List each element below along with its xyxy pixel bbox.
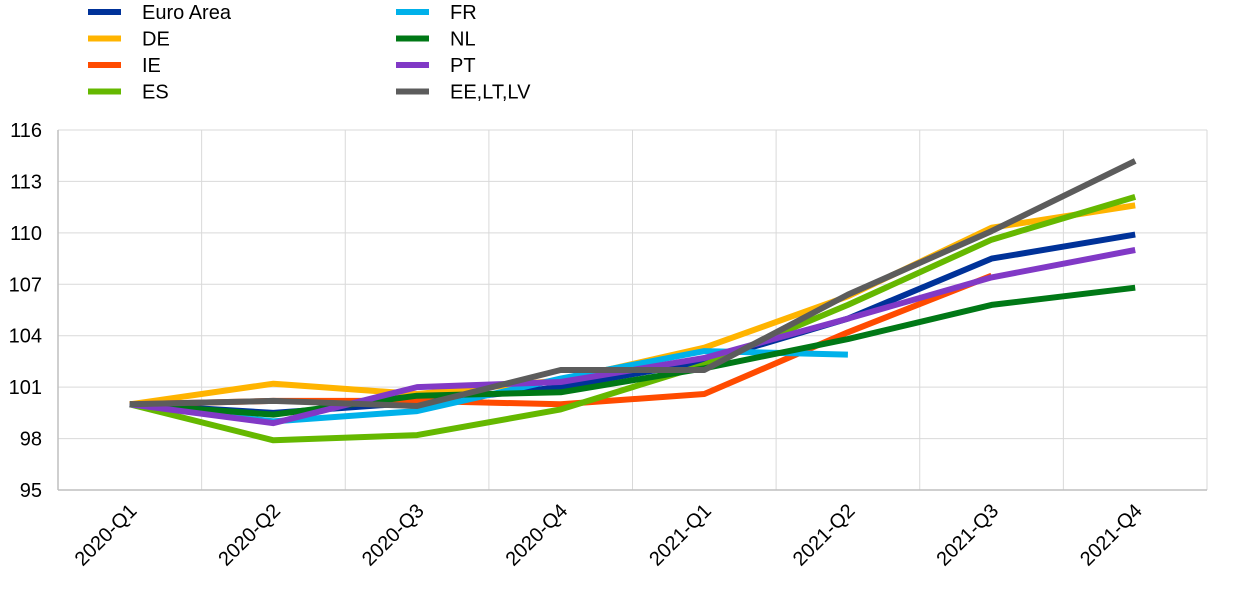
legend-label: PT <box>450 55 476 77</box>
x-tick-label: 2021-Q4 <box>1076 500 1147 571</box>
legend-item-pt: PT <box>396 55 476 77</box>
y-tick-label: 116 <box>10 120 42 142</box>
y-tick-label: 98 <box>20 429 42 451</box>
legend-label: Euro Area <box>142 2 232 24</box>
legend-item-ie: IE <box>88 55 161 77</box>
series-line-ee-lt-lv <box>129 158 1137 409</box>
x-tick-label: 2020-Q4 <box>502 500 573 571</box>
legend-item-es: ES <box>88 82 169 104</box>
x-tick-label: 2020-Q1 <box>71 500 142 571</box>
y-tick-label: 95 <box>20 480 42 502</box>
legend-item-de: DE <box>88 29 170 51</box>
series-line-nl <box>129 284 1136 418</box>
grid <box>57 129 1208 490</box>
series-line-es <box>129 194 1137 444</box>
legend-item-euro-area: Euro Area <box>88 2 232 24</box>
legend-item-ee-lt-lv: EE,LT,LV <box>396 82 531 104</box>
legend-label: DE <box>142 29 170 51</box>
x-tick-labels: 2020-Q1 2020-Q2 2020-Q3 2020-Q4 2021-Q1 2021-… <box>71 500 1147 571</box>
x-tick-label: 2021-Q1 <box>645 500 716 571</box>
x-tick-label: 2020-Q3 <box>358 500 429 571</box>
legend: Euro Area DE IE ES FR NL PT EE,LT,LV <box>88 2 531 104</box>
legend-item-fr: FR <box>396 2 477 24</box>
y-tick-label: 113 <box>10 171 42 193</box>
y-tick-label: 107 <box>9 274 42 296</box>
x-tick-label: 2020-Q2 <box>214 500 285 571</box>
legend-item-nl: NL <box>396 29 476 51</box>
x-tick-label: 2021-Q3 <box>932 500 1003 571</box>
legend-label: EE,LT,LV <box>450 82 531 104</box>
y-tick-label: 110 <box>10 223 42 245</box>
x-tick-label: 2021-Q2 <box>789 500 860 571</box>
legend-label: NL <box>450 29 476 51</box>
y-tick-labels: 95 98 101 104 107 110 113 116 <box>9 120 42 502</box>
series-lines <box>129 158 1137 444</box>
y-tick-label: 104 <box>9 326 42 348</box>
legend-label: ES <box>142 82 169 104</box>
axes <box>57 130 1207 491</box>
legend-label: FR <box>450 2 477 24</box>
y-tick-label: 101 <box>9 377 42 399</box>
legend-label: IE <box>142 55 161 77</box>
